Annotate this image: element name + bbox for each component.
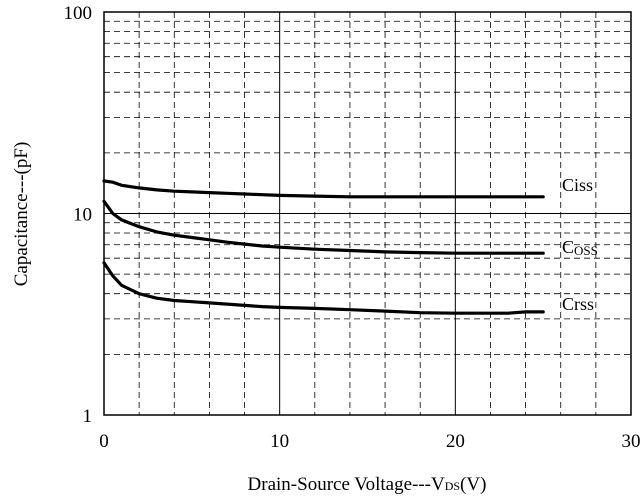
series-line-coss [102, 199, 545, 255]
series-labels: Ciss COSS Crss [562, 175, 598, 314]
x-axis-label-main: Drain-Source Voltage---V [248, 474, 445, 495]
x-tick-label: 30 [622, 431, 641, 452]
series-line-crss [102, 261, 545, 315]
y-tick-label: 10 [73, 205, 92, 226]
grid [104, 12, 631, 415]
y-tick-label: 1 [83, 406, 93, 427]
x-tick-label: 20 [446, 431, 465, 452]
x-tick-label: 10 [270, 431, 289, 452]
x-axis-label: Drain-Source Voltage---VDS(V) [248, 474, 487, 495]
y-tick-label: 100 [64, 3, 93, 24]
plot-frame [103, 11, 632, 416]
y-axis-label: Capacitance---(pF) [11, 142, 32, 287]
x-axis-label-sub: DS [445, 479, 460, 493]
series-layer [102, 179, 545, 315]
series-label-ciss: Ciss [562, 175, 593, 195]
series-label-crss: Crss [562, 294, 594, 314]
x-tick-label: 0 [99, 431, 109, 452]
tick-labels: 0 10 20 30 1 10 100 [64, 3, 641, 452]
x-axis-label-unit: (V) [460, 474, 486, 495]
series-line-ciss [102, 179, 545, 199]
series-label-coss: COSS [562, 237, 598, 258]
